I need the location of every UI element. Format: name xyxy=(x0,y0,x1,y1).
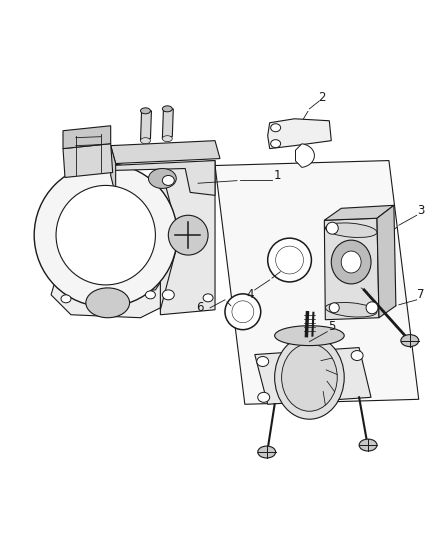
Polygon shape xyxy=(51,275,165,318)
Ellipse shape xyxy=(224,294,260,330)
Ellipse shape xyxy=(325,223,376,238)
Polygon shape xyxy=(254,348,370,404)
Ellipse shape xyxy=(331,240,370,284)
Ellipse shape xyxy=(148,168,176,188)
Ellipse shape xyxy=(270,124,280,132)
Polygon shape xyxy=(162,109,173,139)
Polygon shape xyxy=(267,119,331,149)
Polygon shape xyxy=(376,205,395,318)
Ellipse shape xyxy=(162,290,174,300)
Ellipse shape xyxy=(162,106,172,112)
Polygon shape xyxy=(63,126,110,149)
Ellipse shape xyxy=(56,185,155,285)
Ellipse shape xyxy=(86,288,129,318)
Ellipse shape xyxy=(275,246,303,274)
Ellipse shape xyxy=(270,140,280,148)
Ellipse shape xyxy=(140,138,150,144)
Polygon shape xyxy=(160,160,215,315)
Ellipse shape xyxy=(281,344,336,411)
Ellipse shape xyxy=(162,175,174,185)
Ellipse shape xyxy=(257,446,275,458)
Ellipse shape xyxy=(256,357,268,367)
Ellipse shape xyxy=(274,326,343,345)
Ellipse shape xyxy=(168,215,208,255)
Polygon shape xyxy=(110,160,215,196)
Polygon shape xyxy=(140,111,151,141)
Polygon shape xyxy=(63,144,113,177)
Ellipse shape xyxy=(61,295,71,303)
Ellipse shape xyxy=(140,108,150,114)
Ellipse shape xyxy=(162,136,172,142)
Ellipse shape xyxy=(400,335,418,346)
Ellipse shape xyxy=(325,222,337,234)
Ellipse shape xyxy=(257,392,269,402)
Ellipse shape xyxy=(365,302,377,314)
Text: 5: 5 xyxy=(328,320,335,333)
Ellipse shape xyxy=(358,439,376,451)
Ellipse shape xyxy=(203,294,212,302)
Polygon shape xyxy=(324,218,378,320)
Ellipse shape xyxy=(267,238,311,282)
Text: 1: 1 xyxy=(273,169,281,182)
Ellipse shape xyxy=(325,303,376,317)
Ellipse shape xyxy=(34,164,177,307)
Ellipse shape xyxy=(274,336,343,419)
Ellipse shape xyxy=(328,303,339,313)
Ellipse shape xyxy=(350,351,362,360)
Polygon shape xyxy=(215,160,418,404)
Ellipse shape xyxy=(145,291,155,299)
Polygon shape xyxy=(110,141,219,164)
Ellipse shape xyxy=(340,251,360,273)
Polygon shape xyxy=(295,144,314,167)
Text: 7: 7 xyxy=(416,288,424,301)
Polygon shape xyxy=(110,146,115,196)
Text: 3: 3 xyxy=(416,204,424,217)
Text: 2: 2 xyxy=(318,91,325,104)
Text: 6: 6 xyxy=(196,301,203,314)
Text: 4: 4 xyxy=(245,288,253,301)
Ellipse shape xyxy=(231,301,253,322)
Polygon shape xyxy=(324,205,393,220)
